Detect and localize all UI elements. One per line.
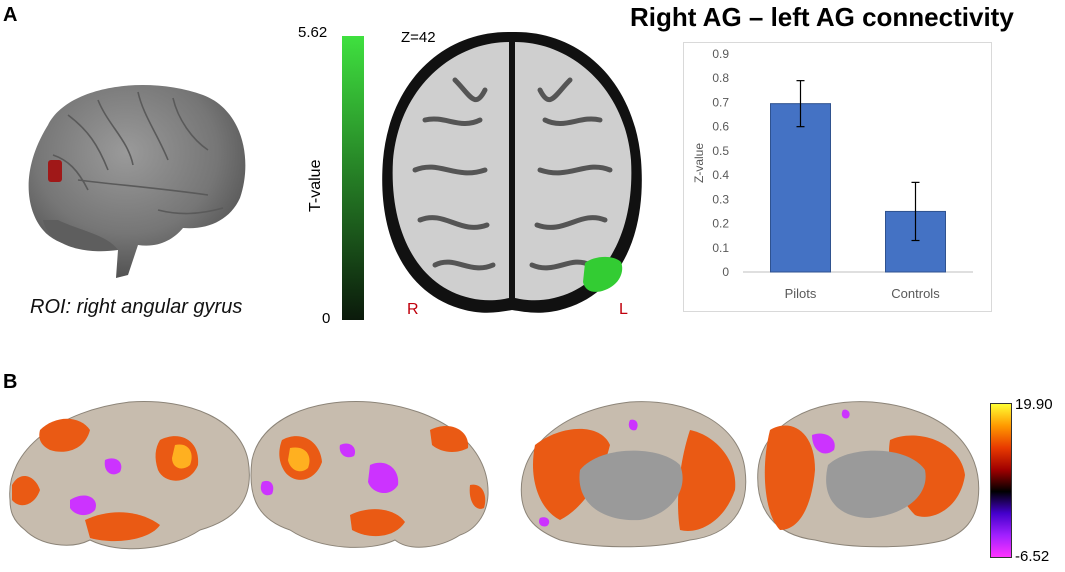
y-tick-label: 0.8	[712, 71, 729, 85]
y-tick-label: 0	[722, 265, 729, 279]
y-tick-label: 0.2	[712, 217, 729, 231]
connectivity-cluster-left-ag	[583, 256, 623, 292]
surface-colorbar	[990, 403, 1012, 558]
roi-right-angular-gyrus-marker	[48, 160, 62, 182]
cortical-surface-renderings	[9, 401, 980, 550]
axial-slice-image: Z=42 R L	[382, 29, 642, 318]
slice-sulci	[412, 77, 613, 271]
slice-z-label: Z=42	[401, 29, 436, 46]
slice-right-label: R	[407, 301, 419, 318]
y-tick-label: 0.6	[712, 120, 729, 134]
cerebellum-shape	[43, 220, 118, 252]
bar-pilots	[770, 103, 831, 273]
panel-a-label: A	[3, 4, 18, 26]
surface-medial-right	[757, 401, 980, 548]
surface-lateral-left	[250, 401, 489, 548]
y-tick-label: 0.9	[712, 47, 729, 61]
y-tick-label: 0.4	[712, 168, 729, 182]
y-tick-label: 0.1	[712, 241, 729, 255]
y-tick-label: 0.5	[712, 144, 729, 158]
y-axis-label: Z-value	[692, 143, 706, 183]
x-tick-label: Pilots	[785, 286, 817, 301]
surface-scale-max-label: 19.90	[1015, 396, 1053, 413]
surface-medial-left	[520, 401, 747, 548]
roi-caption: ROI: right angular gyrus	[30, 296, 243, 318]
slice-left-label: L	[619, 301, 628, 318]
y-tick-label: 0.7	[712, 95, 729, 109]
tvalue-max-label: 5.62	[298, 24, 328, 41]
brain-hemisphere-shape	[28, 85, 246, 278]
surface-lateral-right	[9, 401, 250, 550]
surface-scale-min-label: -6.52	[1015, 548, 1050, 565]
roi-brain-render	[28, 85, 246, 278]
panel-b-label: B	[3, 371, 18, 393]
bar-controls	[885, 210, 946, 273]
x-tick-label: Controls	[891, 286, 940, 301]
tvalue-min-label: 0	[322, 310, 331, 327]
y-tick-label: 0.3	[712, 192, 729, 206]
brain-sulci	[52, 91, 224, 215]
tvalue-axis-label: T-value	[307, 159, 324, 212]
chart-title: Right AG – left AG connectivity	[630, 2, 1014, 32]
tvalue-colorbar	[342, 36, 364, 320]
z-value-bar-chart: 0 0.1 0.2 0.3 0.4 0.5 0.6 0.7 0.8 0.9 Z-value Pilot…	[692, 47, 973, 301]
